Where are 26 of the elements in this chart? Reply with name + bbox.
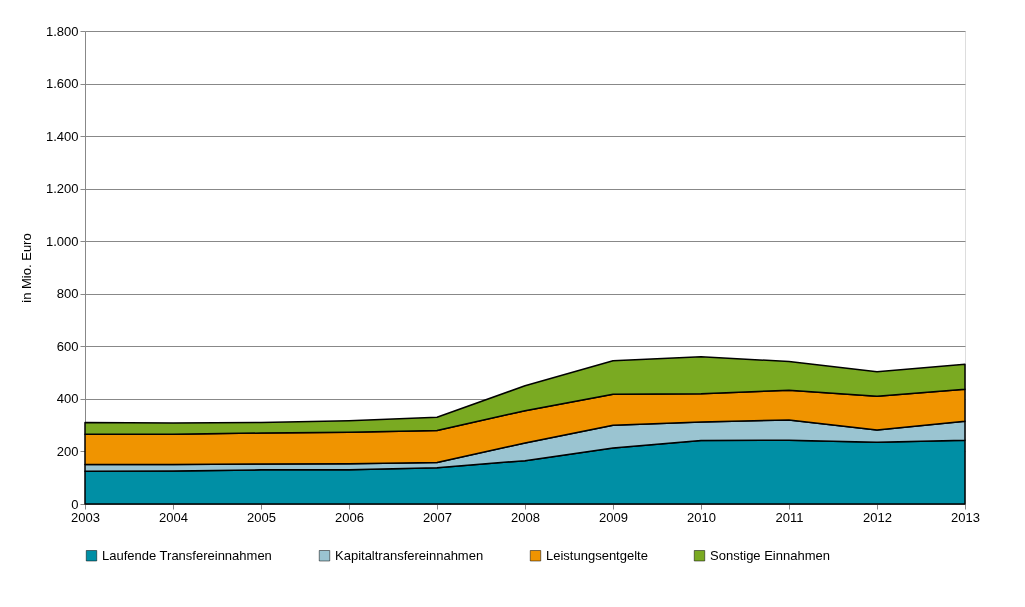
x-tick-label: 2009 — [599, 509, 628, 525]
y-tick-label: 200 — [56, 443, 79, 459]
x-tick-label: 2005 — [247, 509, 276, 525]
y-tick-label: 1.200 — [45, 181, 79, 197]
x-tick-label: 2013 — [951, 509, 980, 525]
x-tick-label: 2004 — [159, 509, 188, 525]
y-tick-label: 1.000 — [45, 233, 79, 249]
x-tick-label: 2010 — [687, 509, 716, 525]
y-tick-label: 1.800 — [45, 23, 79, 39]
y-tick-label: 0 — [71, 496, 79, 512]
legend-label: Laufende Transfereinnahmen — [102, 547, 272, 563]
y-axis-title: in Mio. Euro — [18, 233, 34, 303]
x-tick-label: 2012 — [863, 509, 892, 525]
legend-label: Leistungsentgelte — [546, 547, 648, 563]
x-tick-label: 2008 — [511, 509, 540, 525]
x-tick-label: 2003 — [71, 509, 100, 525]
x-tick-label: 2007 — [423, 509, 452, 525]
y-tick-label: 1.400 — [45, 128, 79, 144]
y-tick-label: 400 — [56, 391, 79, 407]
x-tick-label: 2011 — [775, 509, 804, 525]
x-tick-label: 2006 — [335, 509, 364, 525]
legend-label: Sonstige Einnahmen — [710, 547, 830, 563]
y-tick-label: 800 — [56, 286, 79, 302]
y-tick-label: 1.600 — [45, 76, 79, 92]
legend-label: Kapitaltransfereinnahmen — [335, 547, 484, 563]
y-tick-label: 600 — [56, 338, 79, 354]
